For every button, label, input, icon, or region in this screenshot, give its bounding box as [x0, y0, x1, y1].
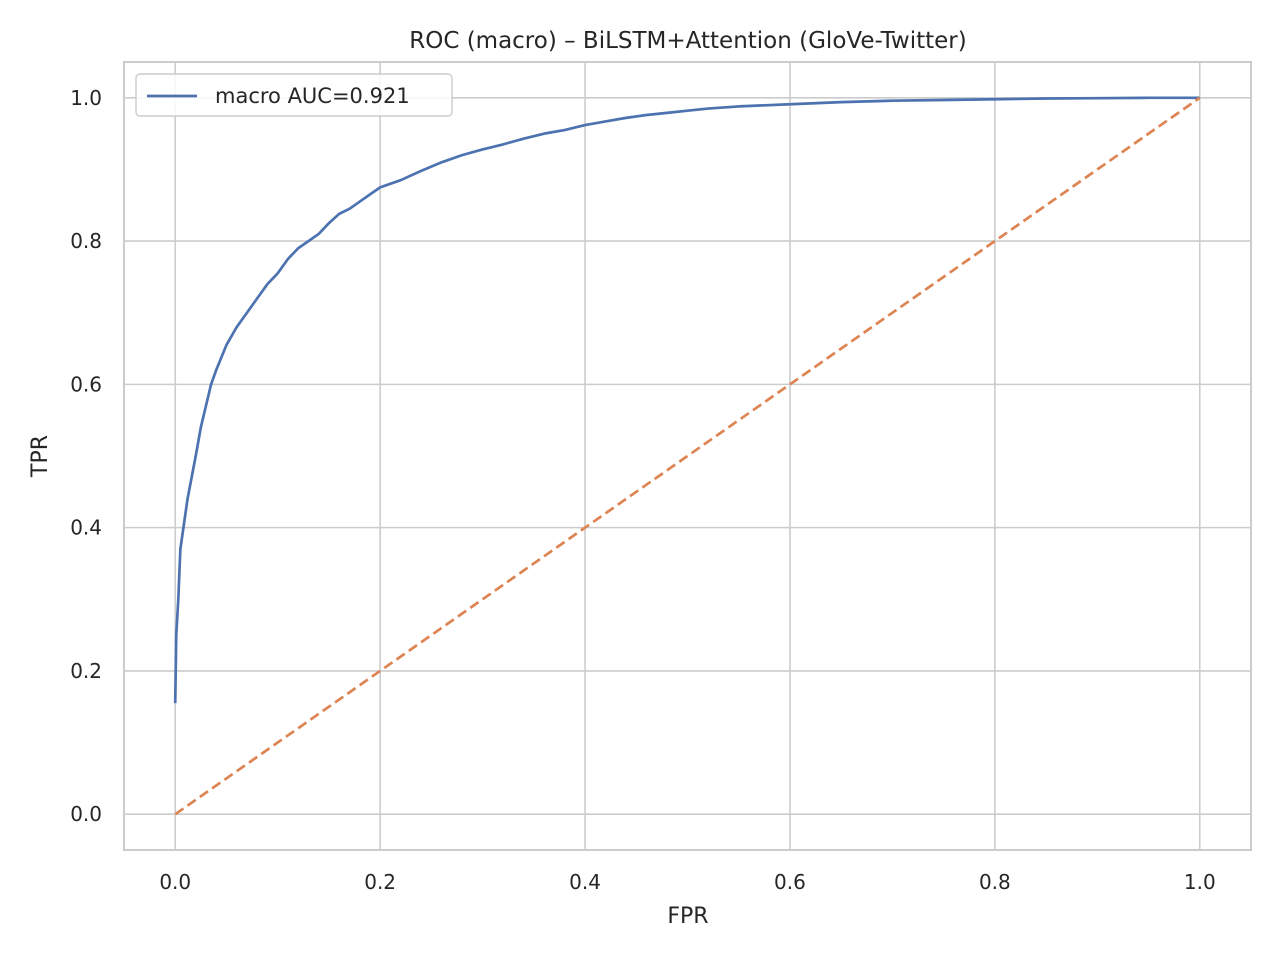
y-tick-label: 0.6	[70, 372, 102, 396]
roc-curve-line	[173, 96, 1200, 704]
x-axis-ticks: 0.0 0.2 0.4 0.6 0.8 1.0	[159, 870, 1215, 894]
legend-box	[135, 73, 453, 117]
y-tick-label: 0.8	[70, 229, 102, 253]
x-tick-label: 0.2	[364, 870, 396, 894]
y-tick-label: 0.0	[70, 802, 102, 826]
x-axis-label: FPR	[667, 904, 708, 929]
x-tick-label: 0.0	[159, 870, 191, 894]
y-axis-ticks: 0.0 0.2 0.4 0.6 0.8 1.0	[70, 86, 102, 826]
y-tick-label: 0.2	[70, 659, 102, 683]
x-tick-label: 0.8	[979, 870, 1011, 894]
x-tick-label: 0.4	[569, 870, 601, 894]
y-tick-label: 0.4	[70, 516, 102, 540]
chance-diagonal-line	[174, 96, 1201, 816]
chart-title: ROC (macro) – BiLSTM+Attention (GloVe-Tw…	[409, 28, 967, 54]
y-axis-label: TPR	[28, 435, 53, 478]
y-tick-label: 1.0	[70, 86, 102, 110]
x-tick-label: 1.0	[1184, 870, 1216, 894]
plot-area	[173, 96, 1201, 816]
legend-entry-macro-auc: macro AUC=0.921	[215, 84, 410, 108]
x-tick-label: 0.6	[774, 870, 806, 894]
axes-frame	[123, 61, 1252, 851]
legend: macro AUC=0.921	[135, 73, 453, 117]
